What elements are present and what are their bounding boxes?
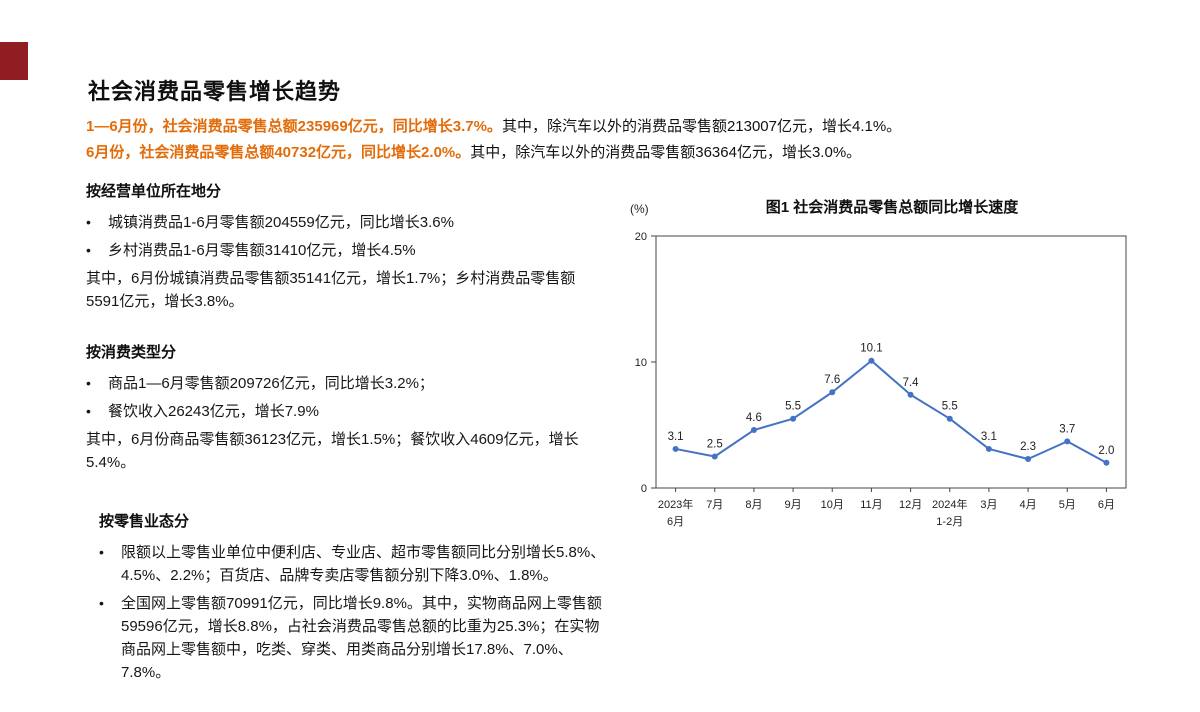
list-item: 商品1—6月零售额209726亿元，同比增长3.2%； [86,372,608,395]
svg-text:10: 10 [635,357,647,369]
summary-1-rest: 其中，除汽车以外的消费品零售额213007亿元，增长4.1%。 [501,118,902,135]
list-item-text: 限额以上零售业单位中便利店、专业店、超市零售额同比分别增长5.8%、4.5%、2… [121,544,606,584]
svg-text:5.5: 5.5 [942,401,958,413]
summary-block: 1—6月份，社会消费品零售总额235969亿元，同比增长3.7%。其中，除汽车以… [86,114,1046,166]
list-item-text: 全国网上零售额70991亿元，同比增长9.8%。其中，实物商品网上零售额5959… [121,595,602,681]
svg-text:11月: 11月 [860,499,882,511]
list-item: 全国网上零售额70991亿元，同比增长9.8%。其中，实物商品网上零售额5959… [99,592,608,684]
section-heading: 按零售业态分 [99,513,190,530]
list-item: 城镇消费品1-6月零售额204559亿元，同比增长3.6% [86,211,608,234]
summary-line-1: 1—6月份，社会消费品零售总额235969亿元，同比增长3.7%。其中，除汽车以… [86,114,1046,140]
svg-text:5.5: 5.5 [785,401,801,413]
section-by-location: 按经营单位所在地分 城镇消费品1-6月零售额204559亿元，同比增长3.6% … [86,180,608,313]
page-title: 社会消费品零售增长趋势 [88,79,342,104]
list-item-text: 乡村消费品1-6月零售额31410亿元，增长4.5% [108,242,416,259]
svg-text:10.1: 10.1 [860,343,882,355]
corner-accent-bar [0,42,28,80]
svg-text:7月: 7月 [706,499,723,511]
svg-text:2.5: 2.5 [707,439,723,451]
svg-text:7.4: 7.4 [903,377,920,389]
summary-2-rest: 其中，除汽车以外的消费品零售额36364亿元，增长3.0%。 [470,144,862,161]
svg-text:6月: 6月 [667,516,684,528]
section-by-format: 按零售业态分 限额以上零售业单位中便利店、专业店、超市零售额同比分别增长5.8%… [86,510,608,684]
svg-text:4.6: 4.6 [746,412,762,424]
svg-text:20: 20 [635,231,647,243]
list-item: 乡村消费品1-6月零售额31410亿元，增长4.5% [86,239,608,262]
list-item: 餐饮收入26243亿元，增长7.9% [86,400,608,423]
list-item-text: 城镇消费品1-6月零售额204559亿元，同比增长3.6% [108,214,454,231]
section-heading: 按消费类型分 [86,344,177,361]
list-item-text: 商品1—6月零售额209726亿元，同比增长3.2%； [108,375,434,392]
svg-text:10月: 10月 [821,499,844,511]
list-item-text: 餐饮收入26243亿元，增长7.9% [108,403,319,420]
svg-text:1-2月: 1-2月 [936,516,963,528]
chart-title: 图1 社会消费品零售总额同比增长速度 [765,199,1019,216]
svg-text:3.7: 3.7 [1059,423,1075,435]
svg-text:8月: 8月 [745,499,762,511]
svg-text:3.1: 3.1 [668,431,684,443]
section-note: 其中，6月份城镇消费品零售额35141亿元，增长1.7%；乡村消费品零售额559… [86,270,576,310]
svg-text:3月: 3月 [980,499,997,511]
list-item: 限额以上零售业单位中便利店、专业店、超市零售额同比分别增长5.8%、4.5%、2… [99,541,608,587]
section-heading: 按经营单位所在地分 [86,183,222,200]
y-axis-unit-label: (%) [630,202,649,216]
section-note: 其中，6月份商品零售额36123亿元，增长1.5%；餐饮收入4609亿元，增长5… [86,431,579,471]
svg-text:2.3: 2.3 [1020,441,1036,453]
svg-text:2.0: 2.0 [1098,445,1114,457]
svg-text:12月: 12月 [899,499,922,511]
svg-text:6月: 6月 [1098,499,1115,511]
svg-text:9月: 9月 [785,499,802,511]
svg-text:7.6: 7.6 [824,374,840,386]
chart-figure: (%) 图1 社会消费品零售总额同比增长速度 0 10 20 3.1 2.5 4.6 5.5… [616,196,1138,568]
svg-text:4月: 4月 [1020,499,1037,511]
section-by-type: 按消费类型分 商品1—6月零售额209726亿元，同比增长3.2%； 餐饮收入2… [86,341,608,474]
svg-text:3.1: 3.1 [981,431,997,443]
svg-text:2023年: 2023年 [658,497,693,511]
svg-text:5月: 5月 [1059,499,1076,511]
chart-header: (%) 图1 社会消费品零售总额同比增长速度 [616,196,1138,224]
text-column: 按经营单位所在地分 城镇消费品1-6月零售额204559亿元，同比增长3.6% … [86,180,608,712]
line-chart: 0 10 20 3.1 2.5 4.6 5.5 7.6 10.1 7.4 5.5 3.1 2.3 3.7 2… [635,231,1127,528]
svg-text:0: 0 [641,483,647,495]
svg-text:2024年: 2024年 [932,497,967,511]
summary-2-highlight: 6月份，社会消费品零售总额40732亿元，同比增长2.0%。 [86,144,471,161]
summary-1-highlight: 1—6月份，社会消费品零售总额235969亿元，同比增长3.7%。 [86,118,502,135]
summary-line-2: 6月份，社会消费品零售总额40732亿元，同比增长2.0%。其中，除汽车以外的消… [86,140,1046,166]
